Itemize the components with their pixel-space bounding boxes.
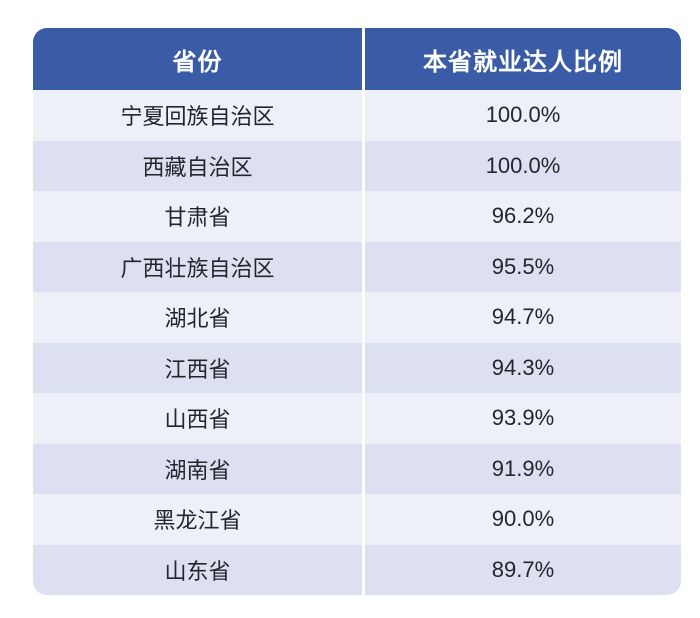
ratio-cell: 94.7% (491, 304, 555, 330)
table-row: 湖南省 91.9% (33, 443, 681, 494)
ratio-cell: 90.0% (491, 506, 555, 532)
column-header-ratio: 本省就业达人比例 (423, 48, 623, 76)
province-cell: 山西省 (33, 393, 365, 444)
province-cell: 湖南省 (33, 443, 365, 494)
table-row: 江西省 94.3% (33, 342, 681, 393)
table-row: 宁夏回族自治区 100.0% (33, 90, 681, 141)
province-cell: 甘肃省 (33, 191, 365, 242)
ratio-cell: 94.3% (491, 354, 555, 380)
province-cell: 宁夏回族自治区 (33, 90, 365, 141)
table-row: 甘肃省 96.2% (33, 191, 681, 242)
table-header-row: 省份 本省就业达人比例 (33, 28, 681, 90)
ratio-cell: 95.5% (491, 253, 555, 279)
table-row: 黑龙江省 90.0% (33, 494, 681, 545)
table-row: 山东省 89.7% (33, 544, 681, 595)
table-body: 宁夏回族自治区 100.0% 西藏自治区 100.0% 甘肃省 96.2% 广西壮族自治区 9… (33, 90, 681, 595)
province-cell: 湖北省 (33, 292, 365, 343)
province-cell: 广西壮族自治区 (33, 241, 365, 292)
ratio-cell: 100.0% (485, 102, 561, 128)
table-row: 湖北省 94.7% (33, 292, 681, 343)
ratio-cell: 96.2% (491, 203, 555, 229)
province-cell: 江西省 (33, 342, 365, 393)
table-row: 广西壮族自治区 95.5% (33, 241, 681, 292)
ratio-cell: 100.0% (485, 152, 561, 178)
province-cell: 山东省 (33, 544, 365, 595)
ratio-cell: 91.9% (491, 455, 555, 481)
ratio-cell: 89.7% (491, 556, 555, 582)
province-cell: 西藏自治区 (33, 140, 365, 191)
province-cell: 黑龙江省 (33, 494, 365, 545)
column-header-province: 省份 (33, 28, 365, 90)
ratio-cell: 93.9% (491, 405, 555, 431)
province-ratio-table: 省份 本省就业达人比例 宁夏回族自治区 100.0% 西藏自治区 100.0% 甘肃省 9… (33, 28, 681, 595)
table-row: 山西省 93.9% (33, 393, 681, 444)
table-row: 西藏自治区 100.0% (33, 140, 681, 191)
